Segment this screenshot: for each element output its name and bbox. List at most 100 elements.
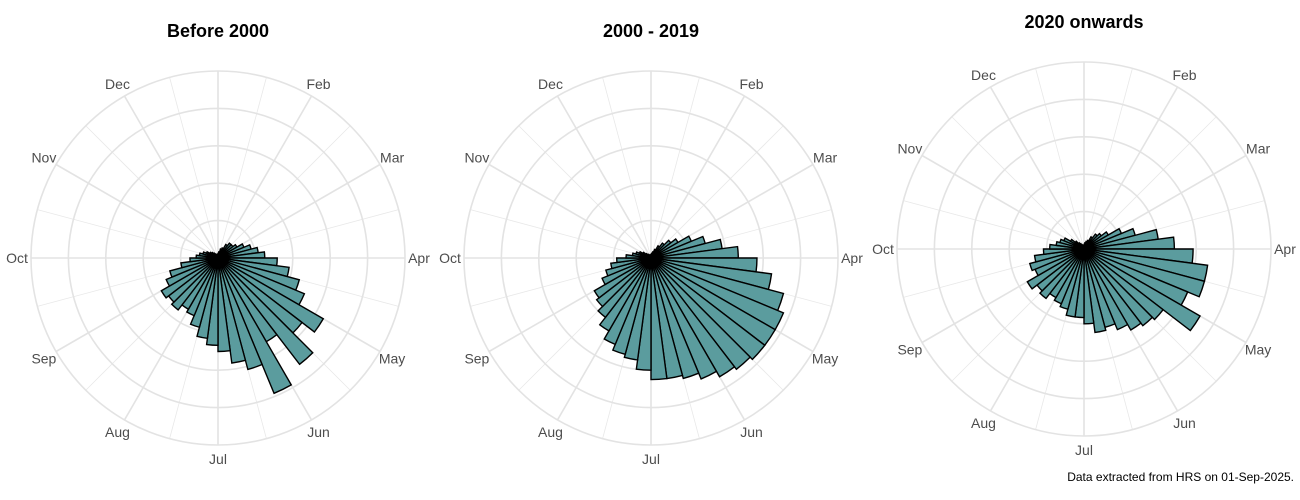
month-label-nov: Nov xyxy=(897,141,922,157)
histogram-bar xyxy=(601,257,652,286)
histogram-bar xyxy=(650,257,700,380)
histogram-bar xyxy=(598,257,652,332)
month-label-feb: Feb xyxy=(306,76,330,92)
month-label-may: May xyxy=(379,351,405,367)
histogram-bar xyxy=(1083,248,1202,332)
month-labels: Feb Mar Apr May Jun Jul Aug Sep Oct Nov Dec xyxy=(439,76,863,467)
histogram-bar xyxy=(1042,248,1085,256)
month-label-mar: Mar xyxy=(1246,141,1270,157)
bar-series xyxy=(1026,227,1209,334)
histogram-bar xyxy=(593,257,652,299)
histogram-bar xyxy=(1083,248,1165,321)
histogram-bar xyxy=(180,257,219,269)
histogram-bar xyxy=(165,257,219,288)
polar-panel-2000-2019: 2000 - 2019 Feb Mar Apr May Jun Jul Aug Sep Oct N… xyxy=(439,21,863,467)
histogram-bar xyxy=(1083,248,1154,327)
month-label-oct: Oct xyxy=(6,250,28,266)
month-label-dec: Dec xyxy=(105,76,130,92)
grid-spoke-minor xyxy=(951,116,1085,250)
grid-spoke-minor xyxy=(217,125,351,259)
month-label-jul: Jul xyxy=(642,451,660,467)
histogram-bar xyxy=(597,257,652,319)
histogram-bar xyxy=(170,257,219,311)
panel-title: 2000 - 2019 xyxy=(603,21,699,41)
month-label-nov: Nov xyxy=(31,150,56,166)
histogram-bar xyxy=(1083,248,1095,325)
month-label-oct: Oct xyxy=(439,250,461,266)
month-label-sep: Sep xyxy=(897,342,922,358)
grid-spoke xyxy=(55,163,219,259)
month-label-oct: Oct xyxy=(872,241,894,257)
month-label-apr: Apr xyxy=(841,250,863,266)
histogram-bar xyxy=(1026,248,1085,290)
histogram-bar xyxy=(610,257,652,270)
histogram-bar xyxy=(1083,248,1107,334)
grid-spoke xyxy=(217,95,313,259)
month-labels: Feb Mar Apr May Jun Jul Aug Sep Oct Nov Dec xyxy=(872,67,1296,458)
grid-spoke-minor xyxy=(903,200,1085,250)
histogram-bar xyxy=(1028,248,1085,272)
month-label-nov: Nov xyxy=(464,150,489,166)
histogram-bar xyxy=(1083,248,1129,331)
grid-spoke-minor xyxy=(602,77,652,259)
grid-spoke-minor xyxy=(518,125,652,259)
histogram-bar xyxy=(616,257,652,264)
histogram-bar xyxy=(1033,248,1085,263)
bar-series xyxy=(593,235,785,381)
histogram-bar xyxy=(217,257,231,353)
histogram-bar xyxy=(217,257,264,371)
grid-spoke-minor xyxy=(1083,116,1217,250)
histogram-bar xyxy=(1038,248,1085,300)
grid-spoke-minor xyxy=(37,209,219,259)
grid-spoke xyxy=(650,95,746,259)
polar-panel-2020-onwards: 2020 onwards Feb Mar Apr May Jun Jul Aug Sep Oct… xyxy=(872,12,1296,458)
grid-spoke-minor xyxy=(217,77,267,259)
histogram-bar xyxy=(650,257,736,378)
histogram-bar xyxy=(217,257,247,364)
histogram-bar xyxy=(650,257,766,361)
grid-spoke-minor xyxy=(169,77,219,259)
grid-spoke xyxy=(556,95,652,259)
data-source-caption: Data extracted from HRS on 01-Sep-2025. xyxy=(1067,470,1294,484)
bar-series xyxy=(160,242,325,395)
month-label-feb: Feb xyxy=(739,76,763,92)
month-label-jul: Jul xyxy=(209,451,227,467)
grid-spoke xyxy=(921,154,1085,250)
month-label-may: May xyxy=(1245,342,1271,358)
histogram-bar xyxy=(189,257,219,263)
month-label-jun: Jun xyxy=(1173,415,1196,431)
month-label-aug: Aug xyxy=(971,415,996,431)
month-label-feb: Feb xyxy=(1172,67,1196,83)
month-label-aug: Aug xyxy=(105,424,130,440)
grid-spoke xyxy=(488,163,652,259)
month-label-aug: Aug xyxy=(538,424,563,440)
histogram-bar xyxy=(1083,248,1142,331)
histogram-bar xyxy=(217,257,314,366)
month-label-mar: Mar xyxy=(380,150,404,166)
histogram-bar xyxy=(650,257,718,380)
histogram-bar xyxy=(595,257,652,308)
panel-title: Before 2000 xyxy=(167,21,269,41)
histogram-bar xyxy=(168,257,219,278)
month-label-may: May xyxy=(812,351,838,367)
month-label-dec: Dec xyxy=(538,76,563,92)
polar-panel-before-2000: Before 2000 Feb Mar Apr May Jun Jul Aug Sep Oct N… xyxy=(6,21,430,467)
histogram-bar xyxy=(217,257,293,395)
grid-spoke-minor xyxy=(650,77,700,259)
grid-spoke xyxy=(123,95,219,259)
month-label-dec: Dec xyxy=(971,67,996,83)
grid-spoke xyxy=(1083,86,1179,250)
histogram-bar xyxy=(160,257,219,299)
grid-spoke-minor xyxy=(1083,68,1133,250)
grid-spoke xyxy=(217,163,381,259)
histogram-bar xyxy=(217,257,325,333)
month-label-jun: Jun xyxy=(307,424,330,440)
month-label-mar: Mar xyxy=(813,150,837,166)
grid-spoke xyxy=(989,86,1085,250)
month-label-sep: Sep xyxy=(31,351,56,367)
month-label-jun: Jun xyxy=(740,424,763,440)
month-label-apr: Apr xyxy=(408,250,430,266)
month-label-jul: Jul xyxy=(1075,442,1093,458)
month-labels: Feb Mar Apr May Jun Jul Aug Sep Oct Nov Dec xyxy=(6,76,430,467)
